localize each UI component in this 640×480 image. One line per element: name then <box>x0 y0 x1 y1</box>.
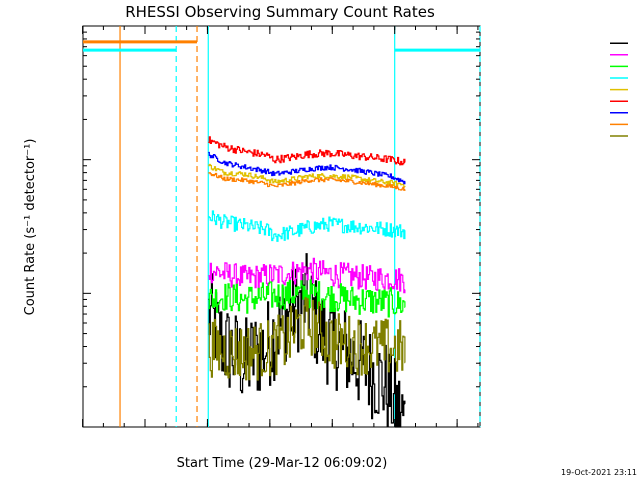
series-line-1 <box>208 257 406 294</box>
series-line-8 <box>208 297 406 381</box>
footer-timestamp: 19-Oct-2021 23:11 <box>561 468 637 477</box>
chart-title: RHESSI Observing Summary Count Rates <box>125 3 435 21</box>
series-line-3 <box>208 210 406 242</box>
series-line-2 <box>208 279 406 318</box>
series-line-6 <box>208 151 406 185</box>
plot-frame <box>82 25 481 428</box>
x-axis-label: Start Time (29-Mar-12 06:09:02) <box>177 456 388 471</box>
y-axis-label: Count Rate (s⁻¹ detector⁻¹) <box>23 139 38 316</box>
series-line-5 <box>208 136 406 166</box>
series-line-7 <box>208 172 406 191</box>
series-line-4 <box>208 163 406 188</box>
